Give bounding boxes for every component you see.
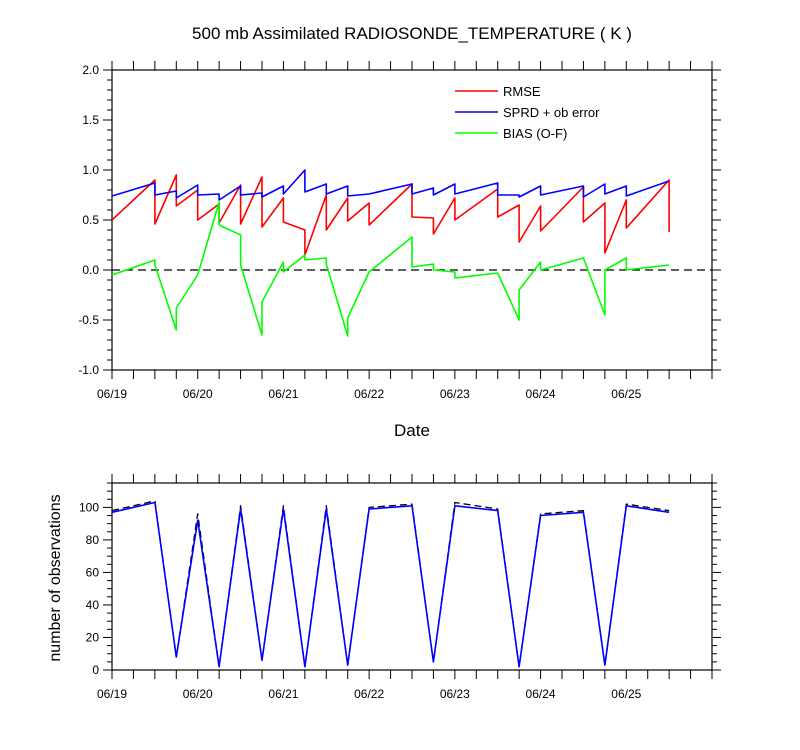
x-tick-label: 06/25 — [611, 687, 641, 701]
y-tick-label: 0.0 — [82, 263, 99, 277]
x-tick-label: 06/23 — [440, 387, 470, 401]
y-tick-label: 20 — [86, 630, 100, 644]
x-tick-label: 06/21 — [268, 387, 298, 401]
y-tick-label: 0.5 — [82, 213, 99, 227]
y-tick-label: 60 — [86, 565, 100, 579]
x-tick-label: 06/24 — [526, 687, 556, 701]
y-tick-label: 1.0 — [82, 163, 99, 177]
x-tick-label: 06/20 — [183, 387, 213, 401]
bottom-panel: 0 20 40 60 80 100 06/19 06/20 06/21 06/22 06/23 06/… — [79, 474, 721, 701]
x-tick-label: 06/24 — [526, 387, 556, 401]
x-tick-label: 06/22 — [354, 387, 384, 401]
y-tick-label: 80 — [86, 533, 100, 547]
plot-frame — [111, 69, 713, 371]
x-tick-label: 06/23 — [440, 687, 470, 701]
series-line-bias-o-f — [111, 201, 670, 337]
series-line-assimilated — [111, 501, 670, 668]
chart-title: 500 mb Assimilated RADIOSONDE_TEMPERATUR… — [192, 24, 632, 43]
legend-label: RMSE — [503, 84, 541, 99]
x-axis-label: Date — [394, 421, 430, 440]
x-tick-label: 06/20 — [183, 687, 213, 701]
y-axis-label-observations: number of observations — [47, 494, 64, 661]
x-tick-label: 06/22 — [354, 687, 384, 701]
x-tick-label: 06/25 — [611, 387, 641, 401]
y-tick-label: 2.0 — [82, 63, 99, 77]
x-tick-label: 06/19 — [97, 387, 127, 401]
legend-label: SPRD + ob error — [503, 105, 600, 120]
y-tick-label: -0.5 — [78, 313, 99, 327]
series-line-sprd-ob-error — [111, 169, 670, 201]
y-tick-label: 40 — [86, 598, 100, 612]
x-tick-label: 06/21 — [268, 687, 298, 701]
top-panel: -1.0 -0.5 0.0 0.5 1.0 1.5 2.0 06/19 06/20 06/21 06… — [78, 61, 721, 401]
y-tick-label: -1.0 — [78, 363, 99, 377]
x-tick-label: 06/19 — [97, 687, 127, 701]
y-tick-label: 1.5 — [82, 113, 99, 127]
y-tick-label: 0 — [92, 663, 99, 677]
legend-label: BIAS (O-F) — [503, 126, 567, 141]
y-tick-label: 100 — [79, 500, 99, 514]
